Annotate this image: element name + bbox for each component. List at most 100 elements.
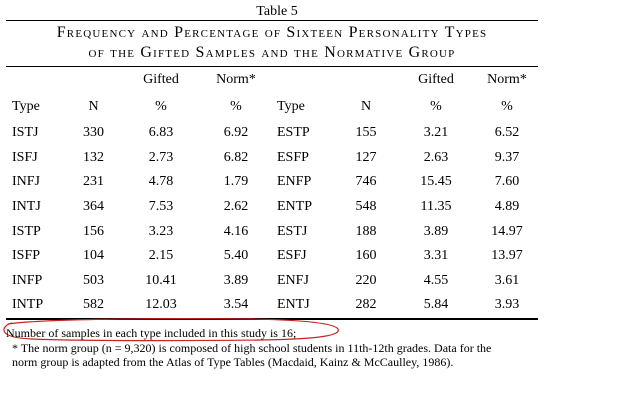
gifted-percent-cell: 2.73: [148, 149, 174, 165]
norm-percent-cell: 6.52: [494, 125, 520, 141]
norm-percent-cell: 5.40: [223, 248, 249, 264]
type-cell: ENFP: [277, 174, 312, 190]
norm-percent-cell: 6.82: [223, 149, 249, 165]
type-cell: INTJ: [12, 199, 41, 215]
type-cell: ISTJ: [12, 125, 39, 141]
norm-percent-cell: 3.61: [494, 272, 520, 288]
header-row-2: Type N % % Type N % %: [6, 93, 538, 121]
gifted-percent-cell: 4.78: [148, 174, 174, 190]
n-cell: 220: [355, 272, 377, 288]
table-row: INTP 582 12.03 3.54 ENTJ 282 5.84 3.93: [6, 293, 538, 318]
header-cell-norm: Norm*: [487, 72, 527, 87]
norm-group-note: * The norm group (n = 9,320) is composed…: [12, 341, 532, 369]
header-cell-percent: %: [501, 99, 513, 114]
gifted-percent-cell: 3.31: [423, 248, 449, 264]
gifted-percent-cell: 11.35: [420, 199, 452, 215]
type-cell: ESFJ: [277, 248, 307, 264]
gifted-percent-cell: 2.15: [148, 248, 174, 264]
gifted-percent-cell: 4.55: [423, 272, 449, 288]
table-row: INFP 503 10.41 3.89 ENFJ 220 4.55 3.61: [6, 269, 538, 294]
type-cell: ISFJ: [12, 149, 38, 165]
n-cell: 282: [355, 297, 377, 313]
norm-note-line-2: norm group is adapted from the Atlas of …: [12, 355, 454, 369]
norm-percent-cell: 7.60: [494, 174, 520, 190]
title-rule: [6, 66, 538, 67]
header-cell-percent: %: [230, 99, 242, 114]
header-row-1: Gifted Norm* Gifted Norm*: [6, 67, 538, 93]
norm-percent-cell: 6.92: [223, 125, 249, 141]
n-cell: 582: [83, 297, 104, 313]
table-row: ISTP 156 3.23 4.16 ESTJ 188 3.89 14.97: [6, 219, 538, 244]
header-cell: [66, 67, 121, 93]
table-body: ISTJ 330 6.83 6.92 ESTP 155 3.21 6.52 ISFJ 132 2.7…: [6, 121, 538, 318]
n-cell: 503: [83, 272, 104, 288]
header-cell-norm: Norm*: [216, 72, 256, 87]
n-cell: 231: [83, 174, 104, 190]
header-cell-gifted: Gifted: [143, 72, 179, 87]
gifted-percent-cell: 3.23: [148, 223, 174, 239]
norm-percent-cell: 9.37: [494, 149, 520, 165]
table-row: INFJ 231 4.78 1.79 ENFP 746 15.45 7.60: [6, 170, 538, 195]
table-container: Table 5 Frequency and Percentage of Sixt…: [6, 4, 538, 320]
n-cell: 104: [83, 248, 104, 264]
n-cell: 364: [83, 199, 104, 215]
n-cell: 746: [355, 174, 377, 190]
norm-note-line-1: * The norm group (n = 9,320) is composed…: [12, 341, 492, 355]
type-cell: INTP: [12, 297, 44, 313]
gifted-percent-cell: 6.83: [148, 125, 174, 141]
norm-percent-cell: 4.16: [223, 223, 249, 239]
title-line-2: of the Gifted Samples and the Normative …: [88, 44, 456, 61]
table-title: Frequency and Percentage of Sixteen Pers…: [6, 21, 538, 66]
n-cell: 132: [83, 149, 104, 165]
type-cell: ESTJ: [277, 223, 308, 239]
gifted-percent-cell: 2.63: [423, 149, 449, 165]
norm-percent-cell: 3.93: [494, 297, 520, 313]
gifted-percent-cell: 10.41: [145, 272, 177, 288]
top-rule: [6, 20, 538, 21]
norm-percent-cell: 14.97: [491, 223, 523, 239]
n-cell: 548: [355, 199, 377, 215]
table-row: ISFJ 132 2.73 6.82 ESFP 127 2.63 9.37: [6, 146, 538, 171]
gifted-percent-cell: 5.84: [423, 297, 449, 313]
type-cell: ISTP: [12, 223, 41, 239]
norm-percent-cell: 13.97: [491, 248, 523, 264]
header-cell-n: N: [88, 99, 99, 114]
gifted-percent-cell: 7.53: [148, 199, 174, 215]
norm-percent-cell: 4.89: [494, 199, 520, 215]
header-cell-percent: %: [430, 99, 442, 114]
norm-percent-cell: 1.79: [223, 174, 249, 190]
n-cell: 127: [355, 149, 377, 165]
n-cell: 156: [83, 223, 104, 239]
gifted-percent-cell: 3.89: [423, 223, 449, 239]
gifted-percent-cell: 15.45: [420, 174, 452, 190]
type-cell: INFP: [12, 272, 43, 288]
n-cell: 155: [355, 125, 377, 141]
header-cell-type: Type: [277, 99, 305, 114]
type-cell: ENTP: [277, 199, 312, 215]
type-cell: ESTP: [277, 125, 310, 141]
norm-percent-cell: 3.54: [223, 297, 249, 313]
type-cell: ENFJ: [277, 272, 309, 288]
samples-note: Number of samples in each type included …: [6, 326, 297, 340]
type-cell: INFJ: [12, 174, 41, 190]
title-line-1: Frequency and Percentage of Sixteen Pers…: [56, 24, 488, 41]
table-row: ISFP 104 2.15 5.40 ESFJ 160 3.31 13.97: [6, 244, 538, 269]
header-cell-gifted: Gifted: [418, 72, 454, 87]
gifted-percent-cell: 12.03: [145, 297, 177, 313]
n-cell: 160: [355, 248, 377, 264]
header-cell-percent: %: [155, 99, 167, 114]
header-cell: [271, 67, 336, 93]
norm-percent-cell: 2.62: [223, 199, 249, 215]
type-cell: ESFP: [277, 149, 309, 165]
type-cell: ISFP: [12, 248, 41, 264]
gifted-percent-cell: 3.21: [423, 125, 449, 141]
n-cell: 330: [83, 125, 104, 141]
type-cell: ENTJ: [277, 297, 310, 313]
header-cell: [336, 67, 396, 93]
bottom-rule: [6, 317, 538, 320]
norm-percent-cell: 3.89: [223, 272, 249, 288]
header-cell-type: Type: [12, 99, 40, 114]
header-cell: [6, 67, 66, 93]
personality-types-table: Gifted Norm* Gifted Norm* Type N % % Typ…: [6, 67, 538, 318]
header-cell-n: N: [360, 99, 372, 114]
